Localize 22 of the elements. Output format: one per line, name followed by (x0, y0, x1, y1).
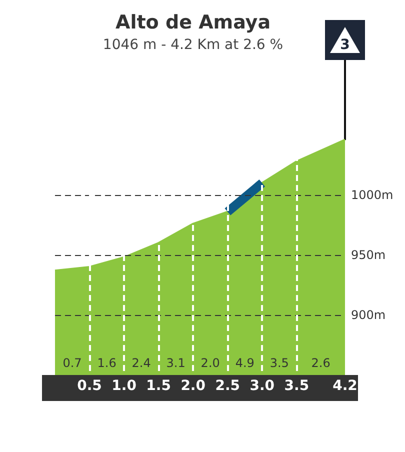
y-tick-label: 900m (351, 308, 386, 322)
x-tick-label: 0.5 (77, 378, 102, 394)
annotation: 4.9 (235, 356, 254, 370)
annotation: 2.0 (200, 356, 220, 370)
annotation: 3.5 (270, 356, 289, 370)
x-tick-label: 1.5 (146, 378, 171, 394)
x-tick-label: 2.5 (215, 378, 240, 394)
x-tick-label: 1.0 (112, 378, 137, 394)
annotation: 2.6 (311, 356, 330, 370)
annotation: 2.4 (132, 356, 151, 370)
x-tick-label: 2.0 (180, 378, 206, 394)
chart-title: Alto de Amaya (115, 12, 271, 34)
annotation: 1.6 (97, 356, 116, 370)
y-tick-label: 1000m (351, 188, 394, 202)
y-tick-label: 950m (351, 248, 386, 262)
annotation: 0.7 (62, 356, 82, 370)
x-tick-label: 3.5 (284, 378, 310, 394)
x-tick-label: 3.0 (250, 378, 275, 394)
annotation: 3.1 (166, 356, 186, 370)
text: 3 (340, 37, 350, 53)
x-tick-label: 4.2 (332, 378, 358, 394)
chart-subtitle: 1046 m - 4.2 Km at 2.6 % (102, 37, 284, 53)
